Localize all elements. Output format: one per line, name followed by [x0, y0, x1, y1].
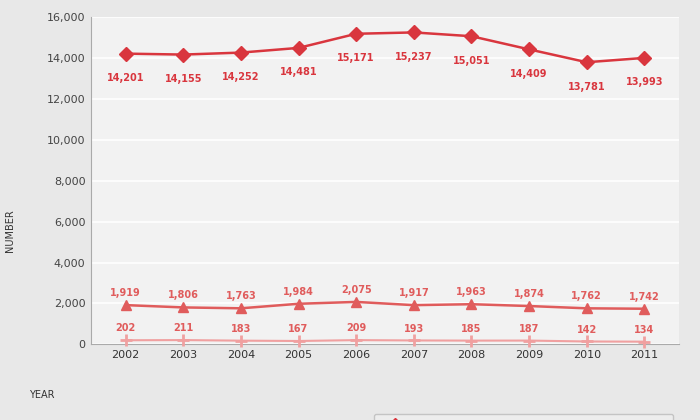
Text: 1,806: 1,806	[168, 291, 199, 300]
Text: 183: 183	[231, 324, 251, 334]
Legend: Births, Preterm, Infant Deaths: Births, Preterm, Infant Deaths	[374, 414, 673, 420]
Text: 167: 167	[288, 324, 309, 334]
Text: 209: 209	[346, 323, 366, 333]
Text: 15,051: 15,051	[453, 56, 490, 66]
Text: 142: 142	[577, 325, 597, 335]
Text: 14,409: 14,409	[510, 69, 548, 79]
Text: 1,984: 1,984	[283, 287, 314, 297]
Text: 193: 193	[404, 323, 424, 333]
Text: 202: 202	[116, 323, 136, 333]
Text: 1,963: 1,963	[456, 287, 486, 297]
Text: 187: 187	[519, 324, 539, 333]
Text: 1,917: 1,917	[398, 288, 429, 298]
Text: 185: 185	[461, 324, 482, 333]
Text: 1,742: 1,742	[629, 292, 660, 302]
Text: 134: 134	[634, 325, 655, 335]
Text: 14,481: 14,481	[280, 67, 317, 77]
Text: 14,252: 14,252	[222, 72, 260, 82]
Text: 211: 211	[173, 323, 193, 333]
Text: 13,993: 13,993	[626, 77, 663, 87]
Text: 15,237: 15,237	[395, 52, 433, 62]
Text: 15,171: 15,171	[337, 53, 375, 63]
Text: YEAR: YEAR	[29, 390, 55, 400]
Text: 1,762: 1,762	[571, 291, 602, 302]
Text: 13,781: 13,781	[568, 81, 606, 92]
Text: NUMBER: NUMBER	[6, 210, 15, 252]
Text: 1,763: 1,763	[225, 291, 256, 302]
Text: 1,919: 1,919	[110, 288, 141, 298]
Text: 1,874: 1,874	[514, 289, 545, 299]
Text: 14,201: 14,201	[107, 73, 144, 83]
Text: 2,075: 2,075	[341, 285, 372, 295]
Text: 14,155: 14,155	[164, 74, 202, 84]
